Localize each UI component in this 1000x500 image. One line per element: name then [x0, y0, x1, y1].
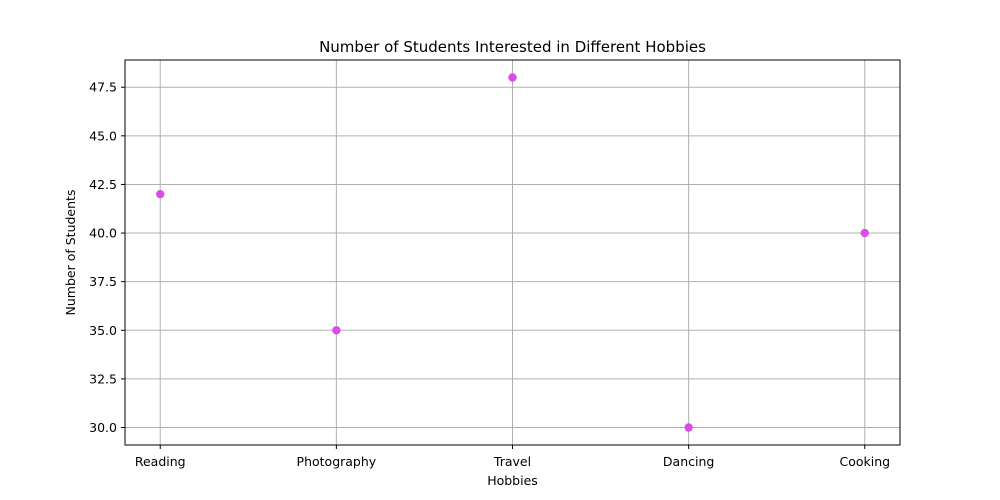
- y-tick-label: 32.5: [89, 371, 117, 386]
- data-point: [332, 326, 341, 335]
- x-tick-label: Cooking: [839, 454, 890, 469]
- y-tick-label: 35.0: [89, 323, 117, 338]
- x-axis-label: Hobbies: [487, 473, 538, 488]
- data-point: [860, 228, 869, 238]
- y-tick-label: 30.0: [89, 420, 117, 435]
- x-tick-label: Reading: [135, 454, 186, 469]
- data-points: [156, 73, 869, 432]
- data-point: [508, 73, 517, 82]
- y-tick-label: 40.0: [89, 226, 117, 241]
- data-point: [684, 423, 693, 432]
- chart-title: Number of Students Interested in Differe…: [319, 38, 706, 56]
- x-tick-label: Dancing: [663, 454, 714, 469]
- grid-lines: [125, 60, 900, 445]
- x-tick-label: Travel: [493, 454, 531, 469]
- y-tick-label: 45.0: [89, 128, 117, 143]
- y-axis-label: Number of Students: [63, 190, 78, 316]
- y-tick-label: 42.5: [89, 177, 117, 192]
- y-tick-label: 37.5: [89, 274, 117, 289]
- data-point: [156, 189, 165, 199]
- x-tick-label: Photography: [297, 454, 377, 469]
- y-tick-label: 47.5: [89, 80, 117, 95]
- x-axis-ticks: Reading Photography Travel Dancing Cooking: [135, 445, 890, 469]
- y-axis-ticks: 30.0 32.5 35.0 37.5 40.0 42.5 45.0 47.5: [89, 80, 125, 435]
